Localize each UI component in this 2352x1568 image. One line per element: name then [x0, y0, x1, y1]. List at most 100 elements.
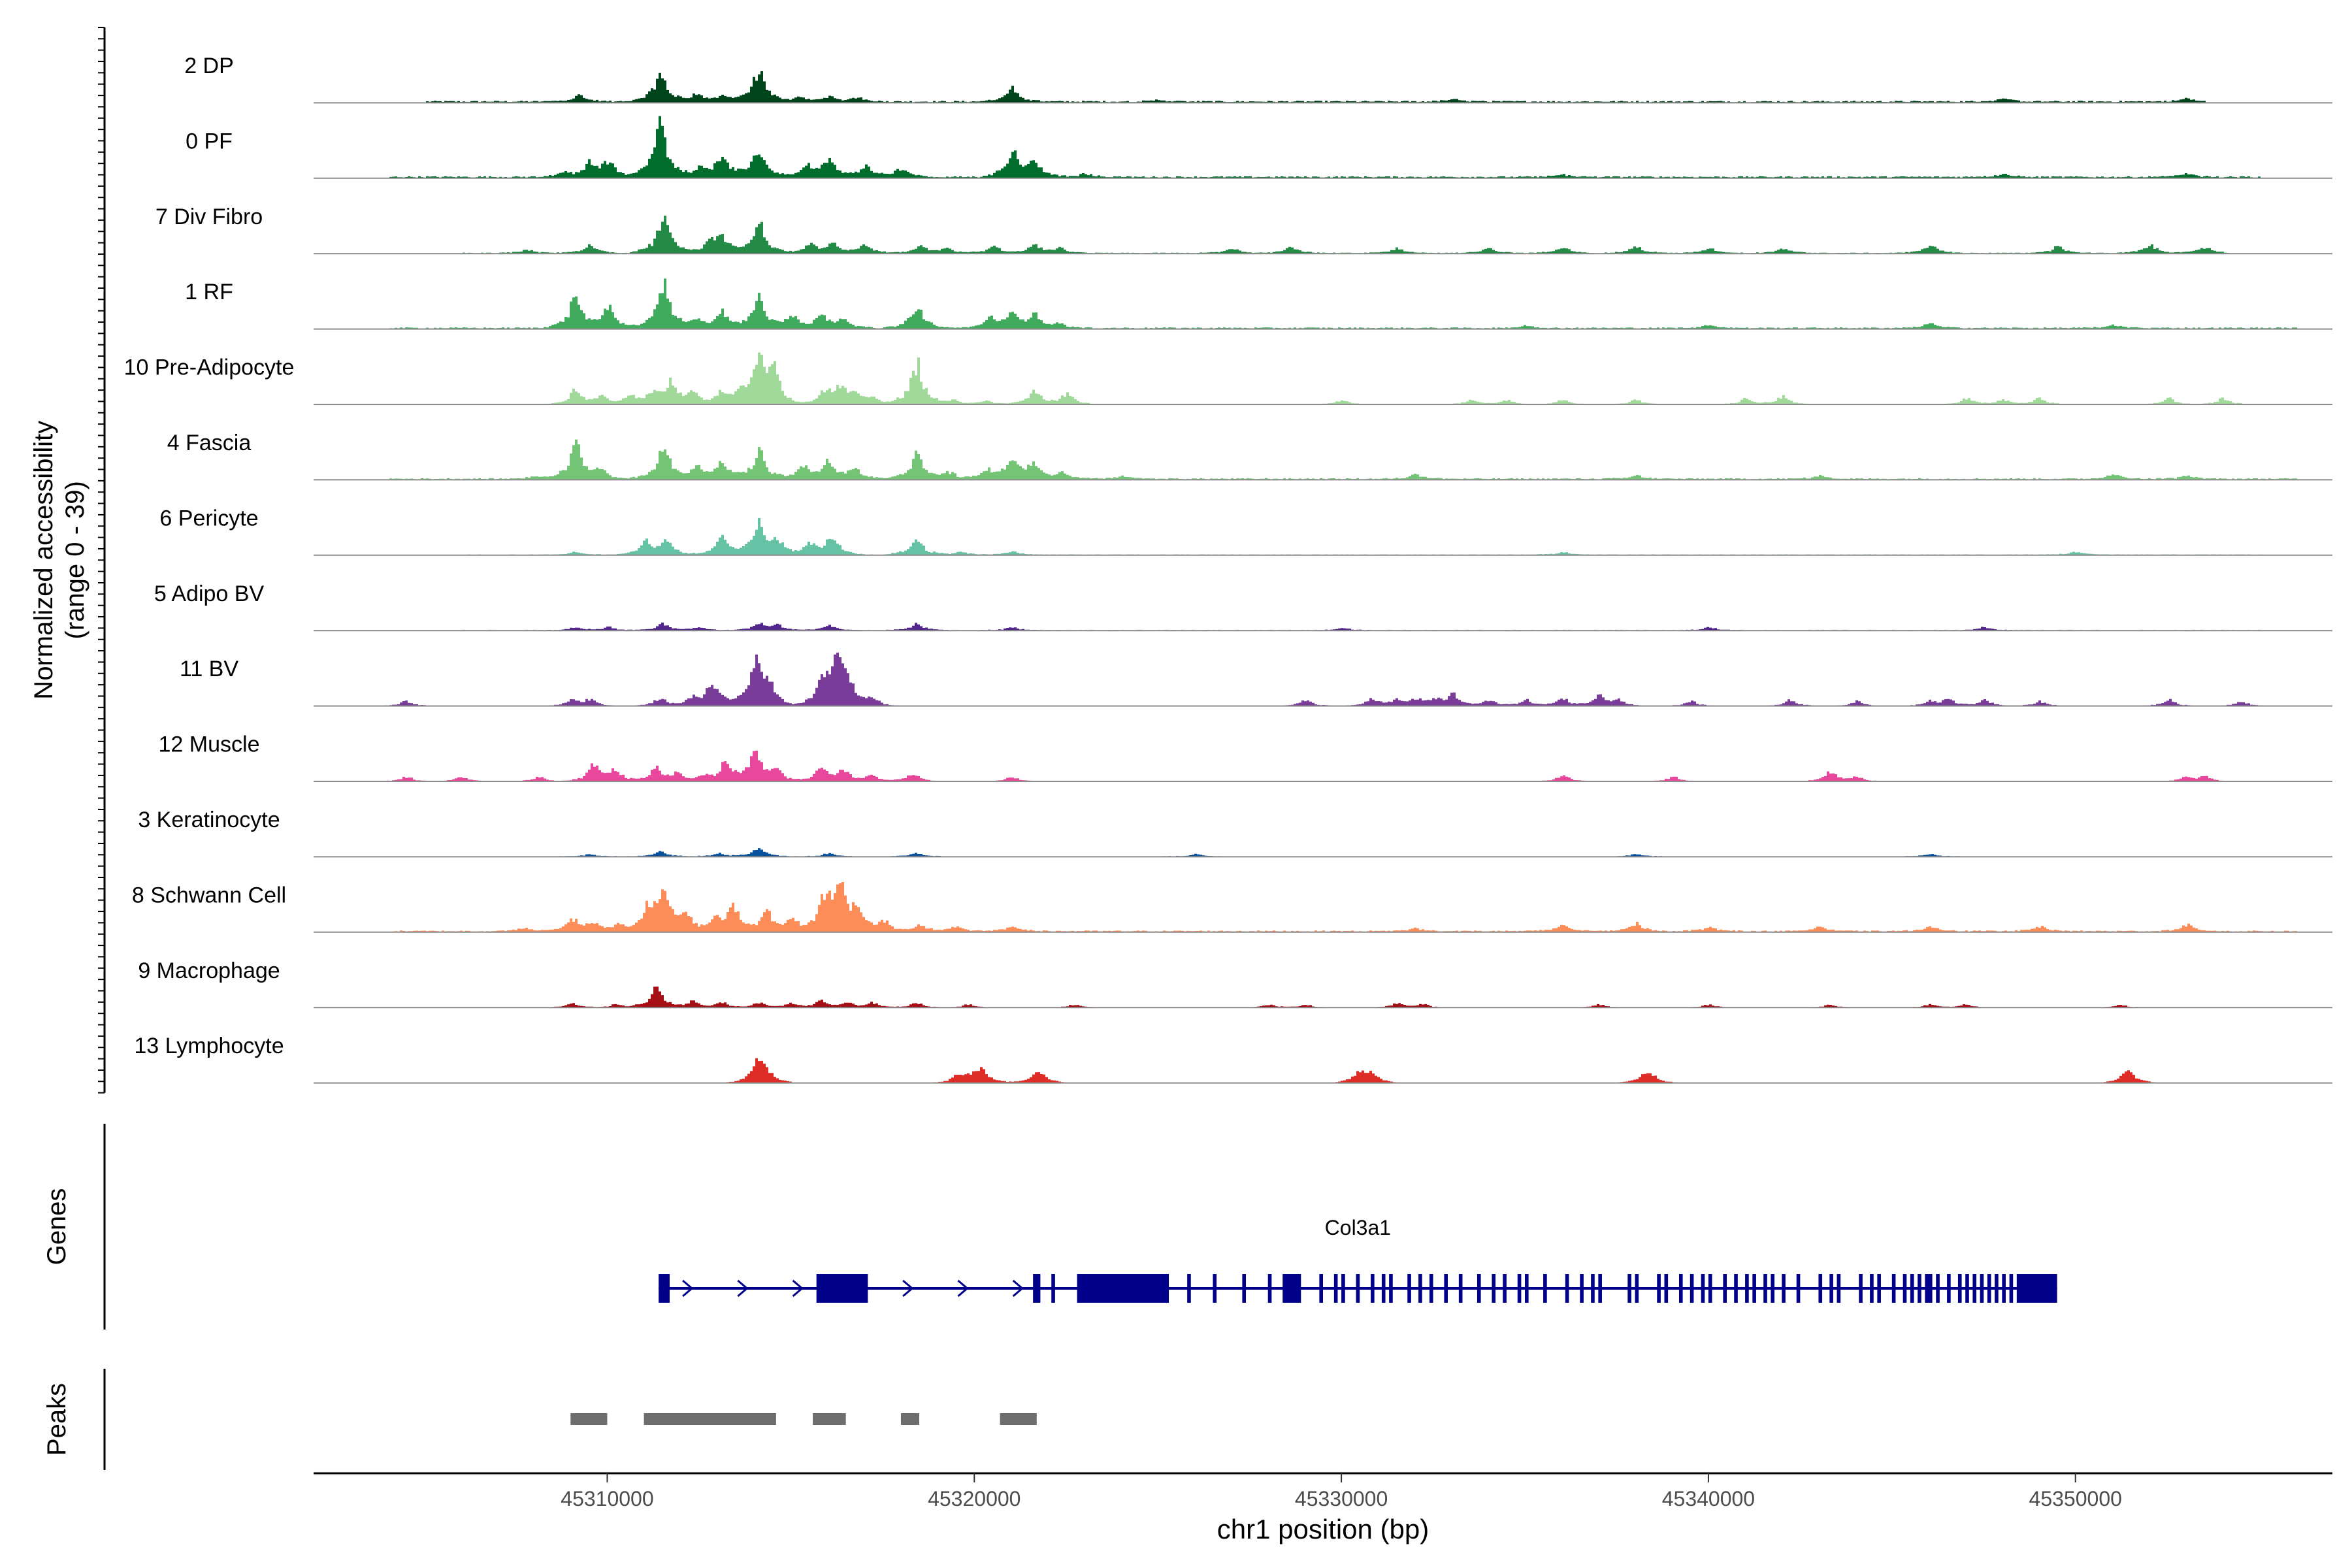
- exon: [1918, 1274, 1921, 1303]
- strand-arrow: [902, 1279, 914, 1298]
- y-axis: [98, 27, 106, 1094]
- track-label: 0 PF: [186, 129, 233, 154]
- coverage-area: [314, 518, 2334, 555]
- peak-region: [1000, 1413, 1037, 1425]
- exon: [1708, 1274, 1712, 1303]
- exon: [1635, 1274, 1639, 1303]
- exon: [1389, 1274, 1393, 1303]
- track: 9 Macrophage: [138, 958, 2334, 1009]
- exon: [1565, 1274, 1569, 1303]
- exon: [1477, 1274, 1481, 1303]
- track: 6 Pericyte: [159, 506, 2334, 556]
- track-label: 8 Schwann Cell: [132, 883, 286, 907]
- track: 13 Lymphocyte: [134, 1034, 2334, 1084]
- exon: [1356, 1274, 1360, 1303]
- track-label: 9 Macrophage: [138, 958, 280, 983]
- exon: [1598, 1274, 1602, 1303]
- exon: [1371, 1274, 1375, 1303]
- y-axis-label: Normalized accessibility: [29, 421, 58, 700]
- exon: [1543, 1274, 1547, 1303]
- exon: [1429, 1274, 1433, 1303]
- exon: [1213, 1274, 1217, 1303]
- strand-arrow: [737, 1279, 749, 1298]
- track: 7 Div Fibro: [155, 204, 2334, 255]
- peak-region: [570, 1413, 608, 1425]
- exon: [816, 1274, 868, 1303]
- coverage-area: [314, 652, 2334, 706]
- exon: [2002, 1274, 2006, 1303]
- track-label: 12 Muscle: [159, 732, 260, 757]
- track: 5 Adipo BV: [154, 581, 2334, 632]
- track: 10 Pre-Adipocyte: [124, 352, 2334, 405]
- exon: [1333, 1274, 1338, 1303]
- exon: [1903, 1274, 1907, 1303]
- exon: [1910, 1274, 1914, 1303]
- exon: [1701, 1274, 1705, 1303]
- peak-region: [900, 1413, 919, 1425]
- peaks-panel: [103, 1369, 1037, 1470]
- exon: [2016, 1274, 2057, 1303]
- exon: [1771, 1274, 1775, 1303]
- track: 3 Keratinocyte: [138, 808, 2334, 858]
- x-tick-label: 45340000: [1662, 1487, 1755, 1511]
- exon: [1987, 1274, 1991, 1303]
- coverage-area: [314, 352, 2334, 404]
- peaks-panel-label: Peaks: [42, 1383, 71, 1456]
- exon: [1282, 1274, 1301, 1303]
- track-label: 13 Lymphocyte: [134, 1034, 284, 1058]
- exon: [1051, 1274, 1055, 1303]
- exon: [1664, 1274, 1669, 1303]
- exon: [1877, 1274, 1881, 1303]
- exon: [1723, 1274, 1727, 1303]
- exon: [1077, 1274, 1169, 1303]
- exon: [1796, 1274, 1801, 1303]
- coverage-tracks: 2 DP 0 PF 7 Div Fibro 1 RF 10 Pre-Adipocyte 4…: [124, 54, 2334, 1084]
- y-axis-label-range: (range 0 - 39): [61, 481, 90, 639]
- exon: [1242, 1274, 1247, 1303]
- track-label: 1 RF: [185, 280, 233, 304]
- exon: [659, 1274, 670, 1303]
- track-label: 11 BV: [180, 657, 238, 681]
- exon: [1995, 1274, 1999, 1303]
- exon: [1829, 1274, 1833, 1303]
- coverage-area: [314, 71, 2334, 103]
- exon: [1517, 1274, 1522, 1303]
- exon: [1745, 1274, 1749, 1303]
- peak-region: [644, 1413, 776, 1425]
- track: 2 DP: [184, 54, 2334, 104]
- track-label: 10 Pre-Adipocyte: [124, 355, 295, 380]
- exon: [1936, 1274, 1940, 1303]
- exon: [1972, 1274, 1977, 1303]
- exon: [1381, 1274, 1386, 1303]
- x-axis: 45310000 45320000 45330000 45340000 45350000: [314, 1472, 2332, 1511]
- x-tick-label: 45320000: [928, 1487, 1021, 1511]
- exon: [1690, 1274, 1694, 1303]
- exon: [1407, 1274, 1411, 1303]
- coverage-area: [314, 439, 2334, 480]
- track: 12 Muscle: [159, 732, 2334, 782]
- exon: [1503, 1274, 1507, 1303]
- coverage-area: [314, 278, 2334, 329]
- track-label: 3 Keratinocyte: [138, 808, 280, 832]
- exon: [2009, 1274, 2014, 1303]
- track-label: 7 Div Fibro: [155, 204, 263, 229]
- coverage-area: [314, 116, 2334, 178]
- coverage-area: [314, 848, 2334, 857]
- track: 1 RF: [185, 278, 2334, 330]
- exon: [1444, 1274, 1448, 1303]
- exon: [1341, 1274, 1345, 1303]
- exon: [1870, 1274, 1874, 1303]
- exon: [1591, 1274, 1595, 1303]
- exon: [1525, 1274, 1529, 1303]
- exon: [1657, 1274, 1661, 1303]
- exon: [1980, 1274, 1984, 1303]
- exon: [1580, 1274, 1584, 1303]
- coverage-area: [314, 216, 2334, 254]
- track: 8 Schwann Cell: [132, 882, 2334, 933]
- x-tick-label: 45310000: [561, 1487, 653, 1511]
- coverage-area: [314, 1058, 2334, 1083]
- strand-arrow: [682, 1279, 694, 1298]
- exon: [1734, 1274, 1738, 1303]
- exon: [1418, 1274, 1422, 1303]
